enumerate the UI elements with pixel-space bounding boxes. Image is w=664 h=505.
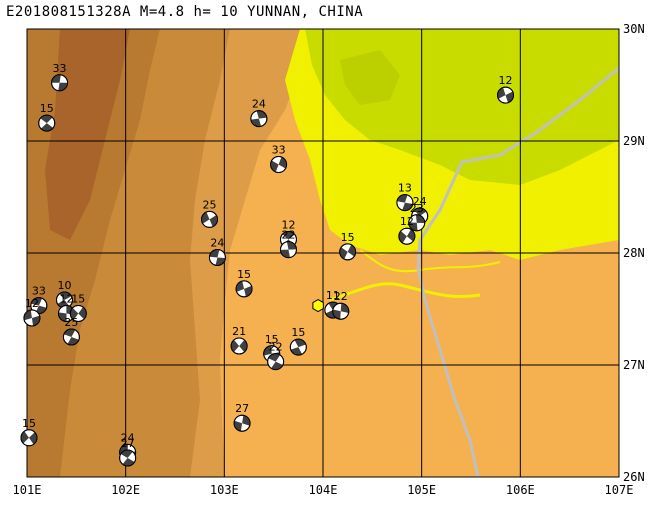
- beachball: 13: [396, 182, 414, 212]
- beachball: 10: [55, 279, 73, 309]
- beachball: 12: [23, 297, 41, 327]
- beachball: 25: [201, 198, 219, 228]
- longitude-label: 105E: [407, 483, 436, 497]
- latitude-label: 29N: [623, 134, 645, 148]
- beachball: 33: [270, 144, 288, 174]
- event-depth-label: 22: [334, 290, 348, 303]
- latitude-label: 28N: [623, 246, 645, 260]
- event-depth-label: 12: [499, 74, 513, 87]
- event-depth-label: 15: [71, 292, 85, 305]
- event-depth-label: 15: [40, 102, 54, 115]
- longitude-label: 104E: [309, 483, 338, 497]
- event-depth-label: 10: [57, 279, 71, 292]
- longitude-label: 103E: [210, 483, 239, 497]
- longitude-label: 106E: [506, 483, 535, 497]
- event-depth-label: 12: [281, 219, 295, 232]
- beachball: 33: [51, 62, 69, 92]
- event-depth-label: 21: [232, 325, 246, 338]
- beachball: 27: [119, 437, 137, 467]
- event-depth-label: 24: [413, 195, 427, 208]
- beachball: 25: [62, 316, 80, 346]
- event-depth-label: 12: [400, 215, 414, 228]
- beachball: 21: [230, 325, 248, 355]
- river-valley: [329, 282, 481, 302]
- beachball: 15: [339, 231, 357, 261]
- beachball: 15: [69, 292, 87, 322]
- beachball: 33: [30, 285, 48, 315]
- latitude-label: 26N: [623, 470, 645, 484]
- epicenter-marker: [312, 299, 324, 313]
- beachball: 24: [208, 236, 226, 266]
- event-depth-label: 15: [265, 333, 279, 346]
- beachball: 15: [289, 326, 307, 356]
- beachball: 22: [332, 290, 350, 320]
- beachball: 27: [233, 402, 251, 432]
- event-depth-label: 15: [341, 231, 355, 244]
- latitude-label: 30N: [623, 22, 645, 36]
- latitude-labels: 30N 29N 28N 27N 26N: [623, 22, 645, 484]
- event-depth-label: 12: [25, 297, 39, 310]
- longitude-label: 102E: [111, 483, 140, 497]
- event-depth-label: 22: [281, 229, 295, 242]
- beachball: 12: [398, 215, 416, 245]
- basin-green-inner: [340, 50, 400, 105]
- longitude-label: 101E: [13, 483, 42, 497]
- beachball: 12: [497, 74, 515, 104]
- beachball: 15: [20, 417, 38, 447]
- event-depth-label: 33: [32, 285, 46, 298]
- event-depth-label: 22: [269, 341, 283, 354]
- beachball: 23: [408, 202, 426, 232]
- province-border: [416, 66, 620, 478]
- beachball: 22: [279, 229, 297, 259]
- beachball: 24: [250, 98, 268, 128]
- event-depth-label: 11: [326, 289, 340, 302]
- event-depth-label: 24: [210, 236, 224, 249]
- epicenter-hexagon: [312, 299, 324, 313]
- map-grid: [26, 28, 620, 478]
- event-depth-label: 33: [53, 62, 67, 75]
- event-depth-label: 12: [59, 292, 73, 305]
- event-depth-label: 24: [121, 431, 135, 444]
- beachball: 12: [57, 292, 75, 322]
- event-depth-label: 15: [237, 268, 251, 281]
- latitude-label: 27N: [623, 358, 645, 372]
- event-depth-label: 27: [121, 437, 135, 450]
- longitude-label: 107E: [605, 483, 634, 497]
- event-depth-label: 25: [64, 316, 78, 329]
- event-depth-label: 15: [22, 417, 36, 430]
- beachball: 15: [235, 268, 253, 298]
- map-title: E201808151328A M=4.8 h= 10 YUNNAN, CHINA: [6, 4, 364, 20]
- river-valley-2: [359, 249, 501, 273]
- event-depth-label: 33: [272, 144, 286, 157]
- event-depth-label: 15: [291, 326, 305, 339]
- event-depth-label: 23: [410, 202, 424, 215]
- event-depth-label: 25: [203, 198, 217, 211]
- beachball: 15: [38, 102, 56, 132]
- event-depth-label: 24: [252, 98, 266, 111]
- beachball: 22: [267, 341, 285, 371]
- event-depth-label: 27: [235, 402, 249, 415]
- event-depth-label: 13: [398, 182, 412, 195]
- longitude-labels: 101E 102E 103E 104E 105E 106E 107E: [13, 483, 634, 497]
